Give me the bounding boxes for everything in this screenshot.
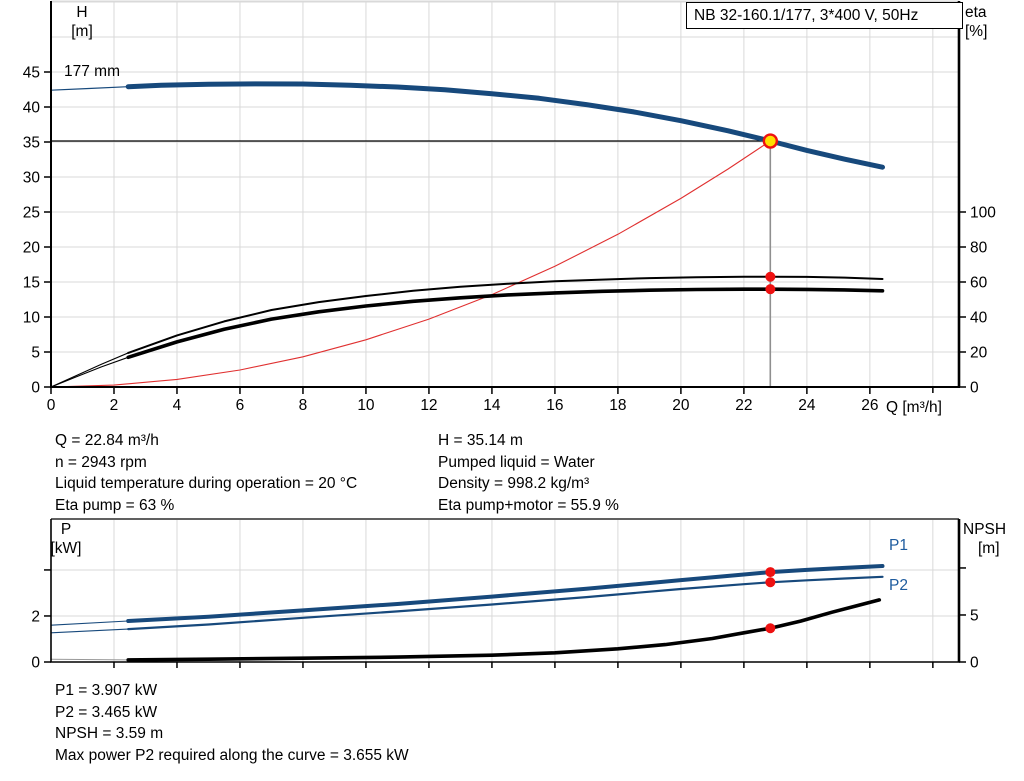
p2-marker: [765, 577, 776, 588]
tick-label: 45: [23, 65, 40, 82]
system-curve: [50, 140, 771, 388]
tick-label: 2: [31, 608, 40, 625]
head-curve: [125, 81, 885, 170]
npsh-curve-thin: [50, 658, 129, 661]
tick-label: 20: [23, 240, 41, 257]
tick-label: 0: [31, 655, 40, 672]
power-npsh-chart: 0 2 0 5: [31, 518, 979, 672]
duty-point-marker: [762, 133, 779, 149]
tick-label: 4: [173, 397, 182, 414]
pump-title-box: NB 32-160.1/177, 3*400 V, 50Hz: [686, 2, 963, 29]
tick-label: 12: [420, 397, 437, 414]
head-curve-thin: [50, 86, 129, 91]
tick-label: 26: [861, 397, 878, 414]
tick-label: 25: [23, 205, 40, 222]
tick-label: 0: [970, 655, 979, 672]
pump-title: NB 32-160.1/177, 3*400 V, 50Hz: [694, 7, 919, 24]
tick-label: 40: [23, 100, 41, 117]
info-line-max-power: Max power P2 required along the curve = …: [55, 746, 409, 764]
tick-label: 15: [23, 275, 40, 292]
info-line-p1: P1 = 3.907 kW: [55, 682, 158, 699]
tick-label: 5: [31, 345, 40, 362]
tick-label: 0: [31, 380, 40, 397]
eta-axis-title-unit: [%]: [965, 23, 988, 40]
tick-label: 40: [970, 310, 988, 327]
info-line-q: Q = 22.84 m³/h: [55, 432, 159, 449]
p2-curve-label: P2: [889, 577, 908, 594]
tick-label: 0: [47, 397, 56, 414]
eta-pump-curve-thin: [50, 352, 129, 388]
tick-label: 8: [299, 397, 308, 414]
h-axis-title-unit: [m]: [71, 23, 93, 40]
tick-label: 0: [970, 380, 979, 397]
p1-marker: [765, 567, 776, 578]
npsh-marker: [765, 623, 776, 634]
info-line-p2: P2 = 3.465 kW: [55, 703, 158, 721]
eta-axis-title: eta [%]: [965, 3, 1019, 41]
npsh-axis-title-symbol: NPSH: [963, 521, 1007, 538]
info-line-h: H = 35.14 m: [438, 432, 523, 449]
info-line-npsh: NPSH = 3.59 m: [55, 725, 164, 742]
tick-label: 2: [110, 397, 119, 414]
p1-curve-thin: [50, 620, 129, 626]
tick-label: 16: [546, 397, 563, 414]
info-line-pumped-liquid: Pumped liquid = Water: [438, 453, 595, 471]
duty-info-right: H = 35.14 m Pumped liquid = Water Densit…: [438, 430, 619, 516]
tick-label: 22: [735, 397, 752, 414]
tick-label: 35: [23, 135, 40, 152]
p2-curve: [127, 575, 884, 631]
info-line-eta-pump-motor: Eta pump+motor = 55.9 %: [438, 496, 619, 514]
q-axis-title: Q [m³/h]: [886, 399, 942, 416]
tick-label: 10: [357, 397, 375, 414]
tick-label: 5: [970, 607, 979, 624]
tick-label: 30: [23, 170, 41, 187]
tick-label: 20: [970, 345, 988, 362]
info-line-n: n = 2943 rpm: [55, 453, 147, 471]
npsh-axis-title: NPSH [m]: [963, 520, 1023, 558]
h-axis-title-symbol: H: [76, 4, 88, 21]
tick-label: 6: [236, 397, 245, 414]
tick-label: 18: [609, 397, 626, 414]
eta-pump-curve: [127, 275, 884, 354]
tick-label: 60: [970, 275, 988, 292]
info-line-eta-pump: Eta pump = 63 %: [55, 496, 175, 514]
tick-label: 80: [970, 240, 988, 257]
tick-label: 100: [970, 205, 996, 222]
info-line-liquid-temp: Liquid temperature during operation = 20…: [55, 475, 358, 492]
info-line-density: Density = 998.2 kg/m³: [438, 475, 590, 492]
eta-pump-motor-curve: [126, 287, 885, 360]
eta-axis-title-symbol: eta: [965, 4, 987, 21]
p-axis-title-symbol: P: [60, 521, 72, 538]
result-info: P1 = 3.907 kW P2 = 3.465 kW NPSH = 3.59 …: [55, 680, 409, 766]
impeller-diameter-label: 177 mm: [64, 63, 120, 80]
duty-info-left: Q = 22.84 m³/h n = 2943 rpm Liquid tempe…: [55, 430, 357, 516]
p2-curve-thin: [50, 628, 129, 634]
tick-label: 10: [23, 310, 41, 327]
p1-curve: [126, 564, 885, 623]
eta-pump-marker: [765, 271, 776, 282]
p-axis-title-unit: [kW]: [50, 540, 82, 557]
eta-pump-motor-curve-thin: [50, 356, 129, 388]
tick-label: 24: [798, 397, 816, 414]
npsh-axis-title-unit: [m]: [978, 540, 1000, 557]
eta-pump-motor-marker: [765, 284, 776, 295]
p1-curve-label: P1: [889, 537, 908, 554]
npsh-curve: [126, 598, 882, 662]
tick-label: 20: [672, 397, 690, 414]
tick-label: 14: [483, 397, 501, 414]
p-axis-title: P [kW]: [38, 520, 94, 558]
h-axis-title: H [m]: [60, 3, 104, 41]
